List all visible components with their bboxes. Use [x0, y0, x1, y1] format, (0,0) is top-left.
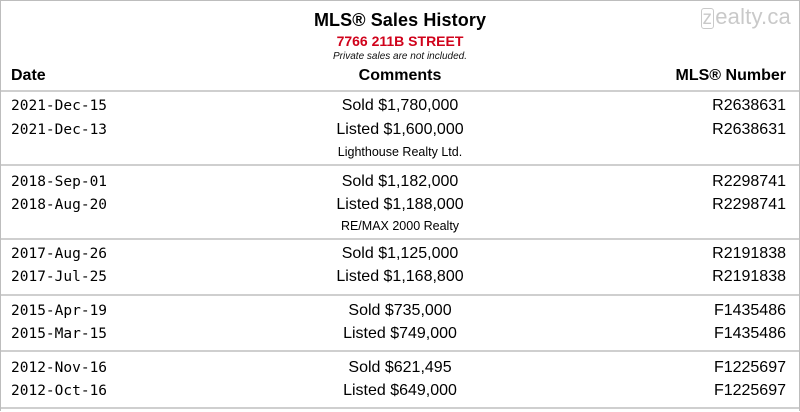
sale-comment: Listed $1,168,800 — [336, 268, 464, 285]
mls-number: R2638631 — [712, 97, 786, 114]
group-divider — [1, 350, 799, 352]
sale-comment: Sold $1,780,000 — [341, 97, 459, 114]
sale-comment: Listed $1,600,000 — [336, 121, 464, 138]
mls-number: F1435486 — [713, 302, 786, 319]
table-row: 2015-Mar-15 Listed $749,000 F1435486 — [0, 322, 800, 346]
table-row: 2017-Aug-26 Sold $1,125,000 R2191838 — [0, 242, 800, 266]
table-row: 2021-Dec-15 Sold $1,780,000 R2638631 — [0, 94, 800, 118]
sale-date: 2017-Aug-26 — [11, 246, 108, 262]
zealty-watermark-logo: z ealty.ca — [700, 4, 791, 29]
column-header-mls-number: MLS® Number — [675, 67, 786, 84]
sale-date: 2015-Mar-15 — [11, 326, 108, 342]
group-divider — [1, 238, 799, 240]
sale-comment: Listed $1,188,000 — [336, 196, 464, 213]
sale-date: 2018-Aug-20 — [11, 197, 108, 213]
table-row: 2015-Apr-19 Sold $735,000 F1435486 — [0, 299, 800, 323]
sale-comment: Sold $621,495 — [348, 359, 452, 376]
group-divider — [1, 164, 799, 166]
sale-date: 2012-Nov-16 — [11, 360, 108, 376]
table-row: 2018-Sep-01 Sold $1,182,000 R2298741 — [0, 170, 800, 194]
property-address: 7766 211B STREET — [336, 33, 464, 49]
sale-comment: Sold $1,182,000 — [341, 173, 459, 190]
sale-date: 2015-Apr-19 — [11, 303, 108, 319]
table-row: 2012-Oct-16 Listed $649,000 F1225697 — [0, 379, 800, 403]
page-title: MLS® Sales History — [313, 10, 487, 30]
sale-comment: Sold $735,000 — [348, 302, 452, 319]
table-row: 2021-Dec-13 Listed $1,600,000 R2638631 — [0, 118, 800, 142]
listing-agency: RE/MAX 2000 Realty — [340, 219, 460, 233]
listing-agency: Lighthouse Realty Ltd. — [337, 145, 463, 159]
private-sales-note: Private sales are not included. — [333, 51, 467, 62]
table-row: 2017-Jul-25 Listed $1,168,800 R2191838 — [0, 265, 800, 289]
sale-date: 2018-Sep-01 — [11, 174, 108, 190]
mls-number: R2298741 — [712, 196, 786, 213]
sale-date: 2021-Dec-13 — [11, 122, 108, 138]
group-divider — [1, 407, 799, 409]
mls-number: F1225697 — [713, 382, 786, 399]
group-divider — [1, 294, 799, 296]
mls-number: R2191838 — [712, 268, 786, 285]
column-header-date: Date — [11, 67, 46, 84]
sale-comment: Sold $1,125,000 — [341, 245, 459, 262]
sale-comment: Listed $649,000 — [343, 382, 457, 399]
sale-date: 2017-Jul-25 — [11, 269, 108, 285]
column-header-comments: Comments — [358, 67, 442, 84]
mls-number: F1435486 — [713, 325, 786, 342]
mls-number: R2298741 — [712, 173, 786, 190]
header-divider — [1, 90, 799, 92]
sale-comment: Listed $749,000 — [343, 325, 457, 342]
mls-number: F1225697 — [713, 359, 786, 376]
table-row: 2012-Nov-16 Sold $621,495 F1225697 — [0, 356, 800, 380]
sale-date: 2012-Oct-16 — [11, 383, 108, 399]
mls-number: R2191838 — [712, 245, 786, 262]
table-row: 2018-Aug-20 Listed $1,188,000 R2298741 — [0, 193, 800, 217]
sale-date: 2021-Dec-15 — [11, 98, 108, 114]
mls-number: R2638631 — [712, 121, 786, 138]
